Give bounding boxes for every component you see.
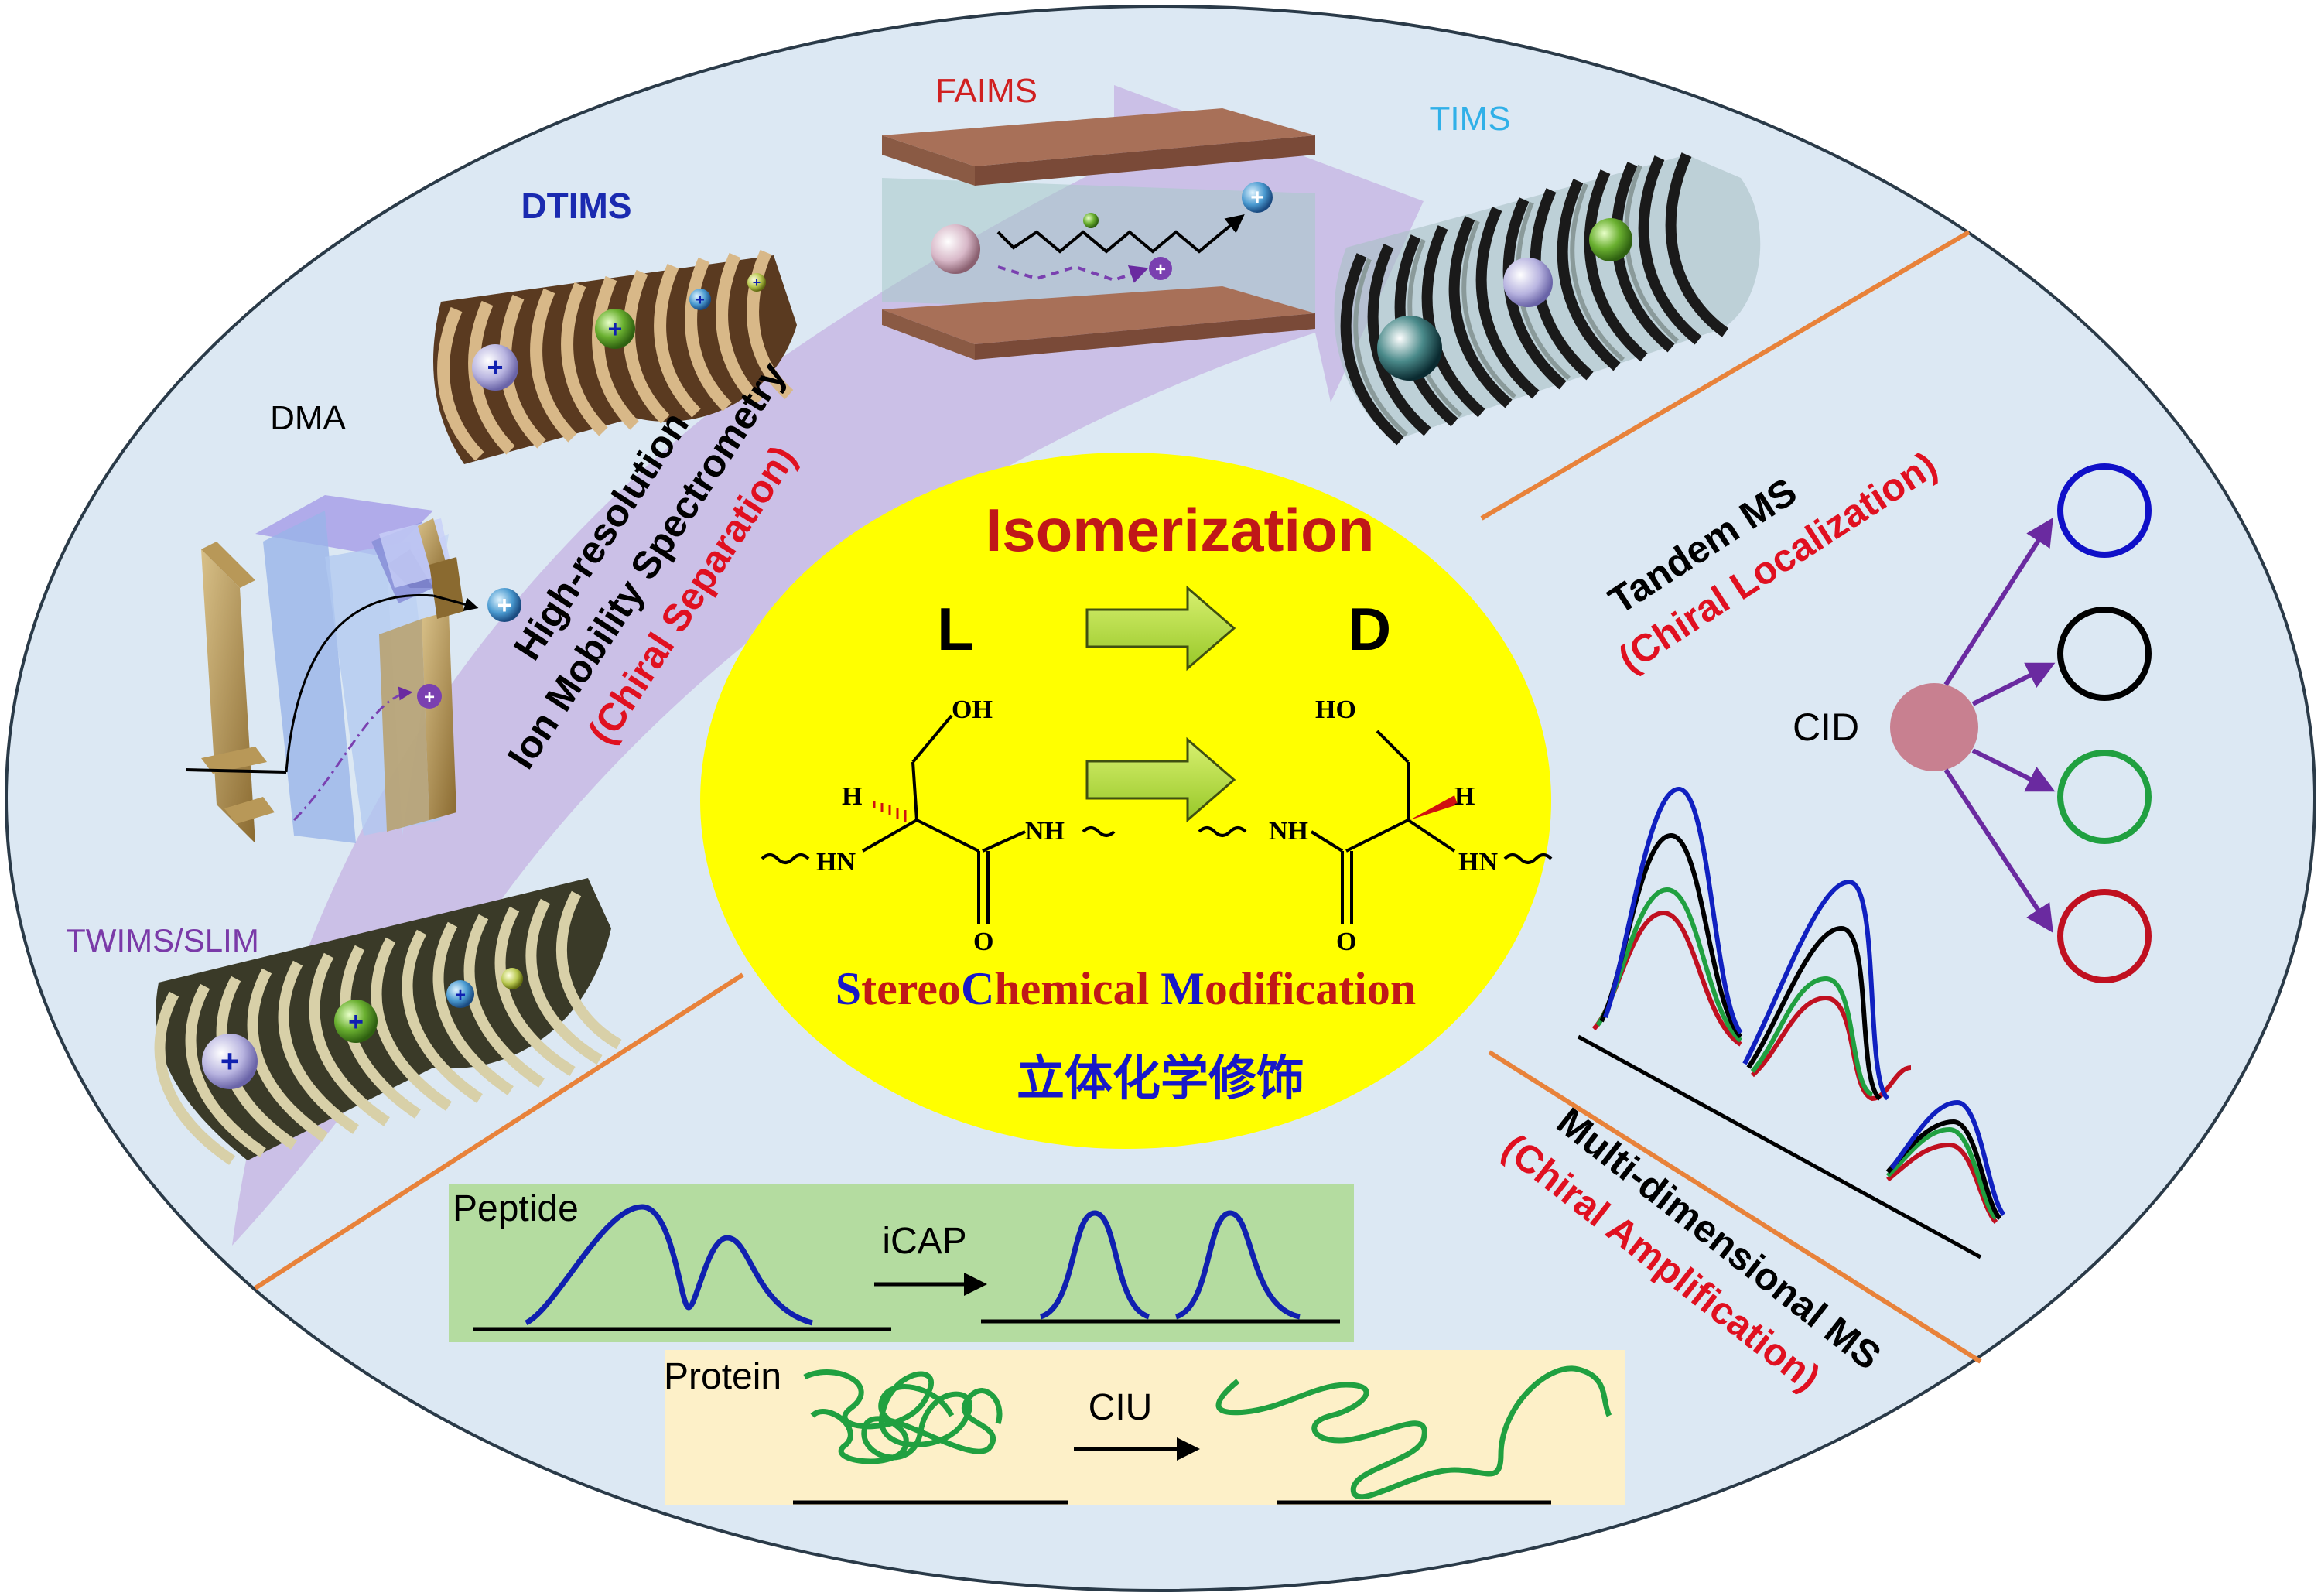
svg-text:+: + [424,687,435,708]
d-o: O [1336,928,1356,956]
d-label: D [1348,595,1391,663]
imms-arrow-band [232,85,1424,1246]
dtims-device: + + + + [433,249,797,464]
fragment-ion-2 [2057,607,2152,701]
l-serine-structure [761,714,1116,924]
svg-text:+: + [220,1043,240,1079]
twims-device: + + + [154,878,622,1165]
isomerization-title: Isomerization [986,496,1375,564]
l-hn: HN [816,848,856,877]
l-o: O [973,928,993,956]
peptide-curve-after-1 [1039,1210,1150,1320]
fragment-ion-4 [2057,889,2152,983]
l-nh: NH [1025,817,1065,846]
svg-text:+: + [696,292,705,309]
section-dividers [254,230,1982,1364]
peptide-curve-before [525,1204,813,1326]
twims-label: TWIMS/SLIM [66,922,259,959]
dtims-label: DTIMS [521,186,631,226]
cid-label: CID [1793,706,1859,749]
svg-text:+: + [455,985,466,1006]
tims-device [1334,152,1761,446]
fragment-ion-1 [2057,463,2152,558]
d-wedge-bond [1410,795,1458,820]
multidim-plot [1577,786,2006,1259]
fragment-ion-3 [2057,750,2152,844]
protein-unfolded [1215,1365,1612,1500]
cid-arrows [1943,517,2056,934]
peptide-curve-after-2 [1174,1210,1301,1320]
l-hash-bond [873,801,907,822]
svg-text:+: + [1250,185,1264,210]
svg-text:+: + [497,591,512,619]
svg-text:+: + [608,315,623,343]
d-serine-structure [1198,730,1553,924]
svg-text:+: + [487,351,503,383]
icap-label: iCAP [882,1221,966,1262]
protein-tangle [803,1369,1003,1464]
isomerization-arrow-bottom [1085,736,1236,823]
precursor-ion [1890,683,1978,771]
isomerization-arrow-top [1085,585,1236,672]
ciu-label: CIU [1089,1387,1153,1428]
protein-label: Protein [664,1356,781,1397]
l-label: L [937,595,974,663]
dma-device: + + [185,495,521,843]
scm-caption: StereoChemical Modification [836,963,1416,1014]
chinese-caption: 立体化学修饰 [1017,1052,1304,1106]
dma-label: DMA [270,399,346,437]
d-hn: HN [1458,848,1498,877]
d-h: H [1454,782,1475,811]
svg-text:+: + [1155,259,1166,280]
center-circle [700,453,1551,1149]
svg-text:+: + [753,275,761,290]
protein-panel [665,1350,1625,1505]
tims-label: TIMS [1429,100,1510,138]
svg-text:+: + [348,1007,364,1037]
l-h: H [842,782,862,811]
d-nh: NH [1269,817,1308,846]
faims-device: + + [882,108,1315,360]
faims-label: FAIMS [935,72,1037,110]
d-ho: HO [1315,695,1356,724]
peptide-panel [449,1184,1354,1342]
l-oh: OH [952,695,993,724]
peptide-label: Peptide [453,1188,579,1229]
